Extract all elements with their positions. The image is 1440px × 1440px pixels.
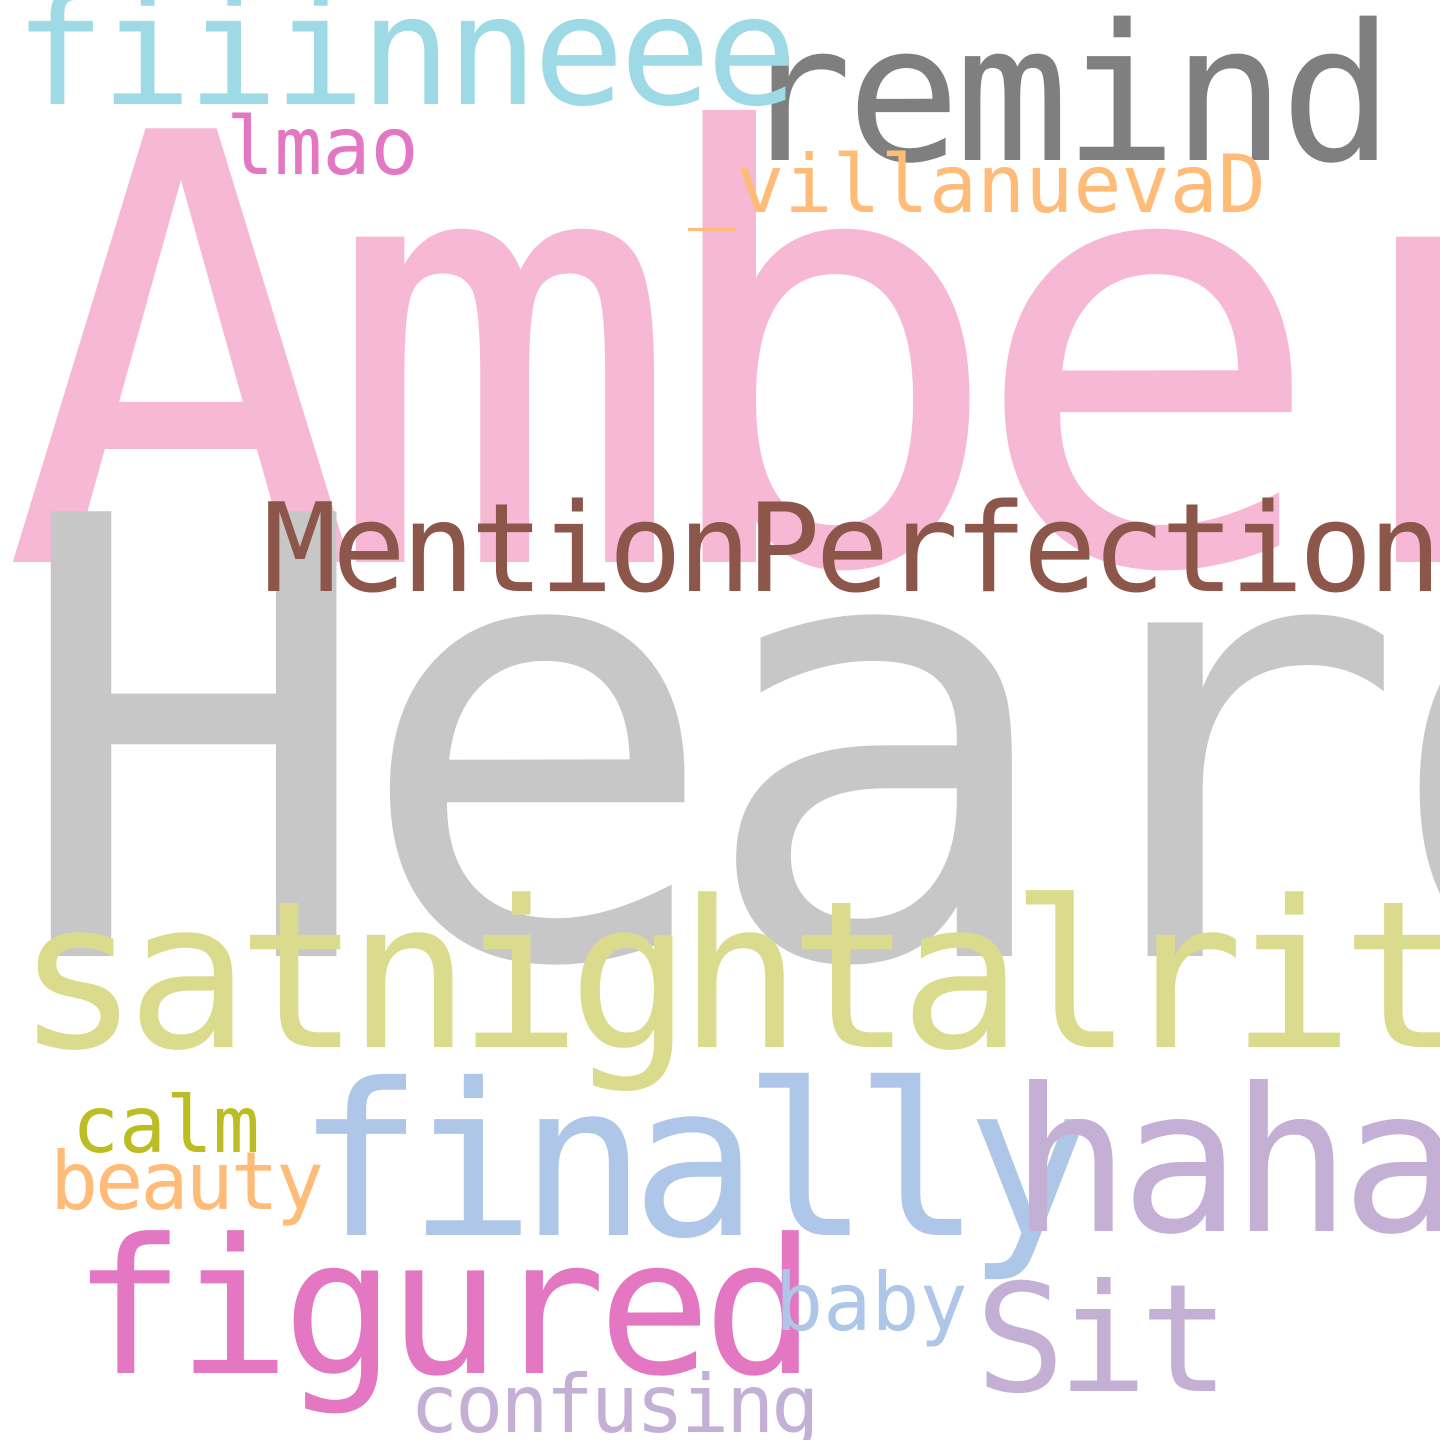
word-calm: calm bbox=[72, 1081, 260, 1171]
word-figured: figured bbox=[72, 1199, 816, 1418]
word-baby: baby bbox=[775, 1256, 968, 1349]
word-finally: finally bbox=[296, 1038, 1093, 1285]
word-remind: remind bbox=[738, 0, 1394, 205]
word-villanuevad: _villanuevaD bbox=[688, 138, 1266, 231]
word-lmao: lmao bbox=[226, 100, 419, 193]
word-mentionperfection: MentionPerfection bbox=[263, 478, 1440, 621]
word-heard: Heard bbox=[10, 390, 1440, 1100]
word-confusing: confusing bbox=[410, 1358, 819, 1440]
word-satnightalrite: satnightalrite bbox=[16, 858, 1440, 1096]
word-sit: Sit bbox=[975, 1253, 1230, 1427]
word-beauty: beauty bbox=[50, 1135, 324, 1228]
word-fiiinneee: fiiinneee bbox=[14, 0, 798, 140]
word-amber: Amber bbox=[2, 11, 1440, 703]
word-haha: haha bbox=[1010, 1046, 1440, 1279]
